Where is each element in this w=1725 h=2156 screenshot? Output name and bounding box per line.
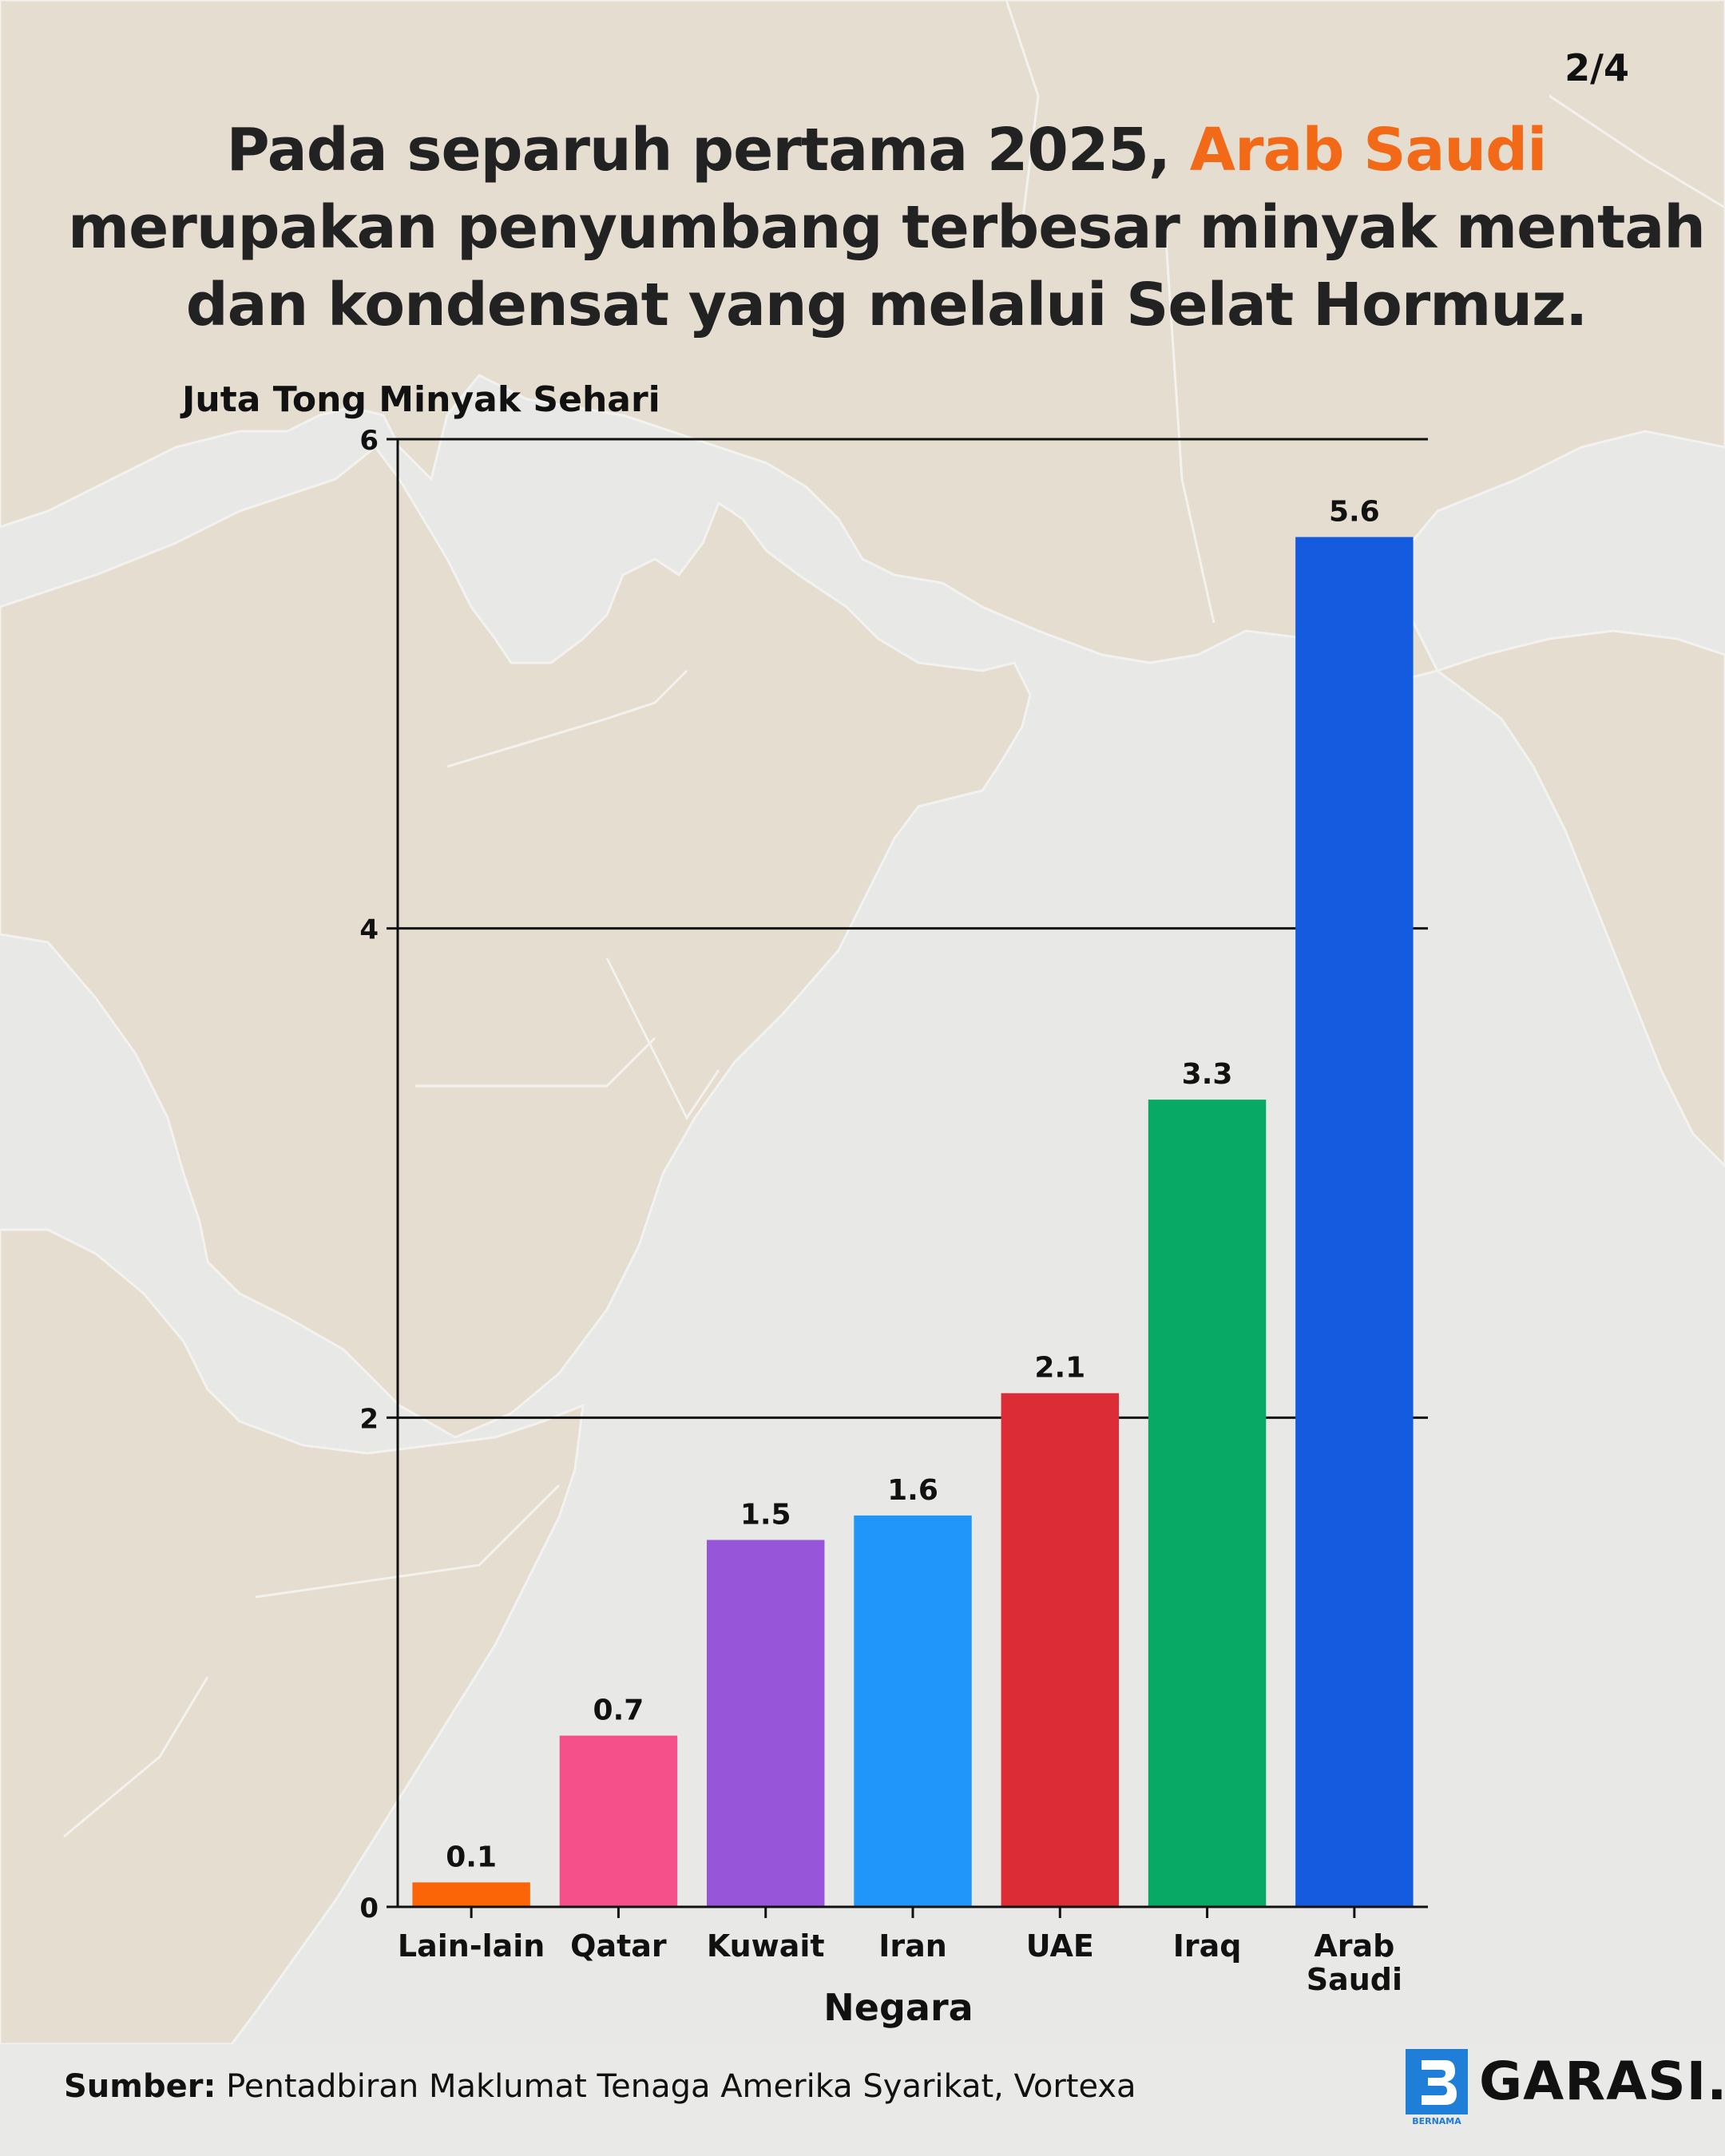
x-tick-label-6-0: Arab (1314, 1928, 1394, 1964)
headline: Pada separuh pertama 2025, Arab Saudi me… (48, 112, 1725, 344)
headline-line-1: Pada separuh pertama 2025, Arab Saudi (48, 112, 1725, 189)
x-tick-label-4: UAE (1026, 1928, 1094, 1964)
x-tick-label-2: Kuwait (707, 1928, 825, 1964)
map-land-africa (0, 1228, 585, 2044)
map-land-india (1434, 629, 1725, 1168)
x-tick-label-6-1: Saudi (1307, 1962, 1402, 1997)
brand-name: GARASI. (1479, 2051, 1725, 2112)
bar-3 (854, 1515, 972, 1907)
background-map (0, 0, 1725, 2044)
bar-4 (1001, 1393, 1119, 1907)
bar-value-label-3: 1.6 (887, 1474, 938, 1507)
source-note: Sumber: Pentadbiran Maklumat Tenaga Amer… (64, 2068, 1136, 2105)
source-text: Pentadbiran Maklumat Tenaga Amerika Syar… (216, 2068, 1136, 2105)
x-tick-label-5: Iraq (1173, 1928, 1242, 1964)
bar-value-label-1: 0.7 (593, 1694, 644, 1727)
y-tick-label-3: 6 (359, 425, 379, 457)
brand-logo: BERNAMA GARASI. (1406, 2049, 1725, 2129)
bar-value-label-5: 3.3 (1182, 1058, 1233, 1091)
bar-value-label-6: 5.6 (1329, 496, 1380, 529)
bernama-logo-icon (1406, 2049, 1468, 2114)
bar-5 (1148, 1100, 1267, 1907)
chart-bars: 0.1 0.7 1.5 1.6 2.1 3.3 5.6 (412, 496, 1414, 1907)
y-axis-label: Juta Tong Minyak Sehari (180, 379, 660, 420)
chart-y-ticks: 0 2 4 6 (359, 425, 398, 1924)
chart-gridlines (398, 438, 1428, 1419)
headline-line-3: dan kondensat yang melalui Selat Hormuz. (185, 271, 1588, 339)
y-tick-label-2: 4 (359, 914, 379, 946)
y-tick-label-0: 0 (359, 1892, 379, 1924)
bar-0 (412, 1882, 530, 1907)
page-indicator: 2/4 (1564, 46, 1629, 89)
brand-sub: BERNAMA (1412, 2116, 1461, 2126)
bar-1 (559, 1735, 678, 1907)
source-label: Sumber: (64, 2068, 216, 2105)
x-tick-label-3: Iran (878, 1928, 947, 1964)
bar-value-label-0: 0.1 (446, 1841, 497, 1873)
x-tick-label-1: Qatar (570, 1928, 667, 1964)
x-tick-label-0: Lain-lain (398, 1928, 545, 1964)
headline-highlight: Arab Saudi (1189, 116, 1548, 184)
bar-value-label-4: 2.1 (1034, 1352, 1085, 1385)
bar-value-label-2: 1.5 (740, 1499, 791, 1532)
bar-chart: 0.1 0.7 1.5 1.6 2.1 3.3 5.6 0 2 4 6 Lain-lain Qata… (180, 379, 1428, 2029)
bar-2 (707, 1540, 825, 1907)
headline-line-1-text: Pada separuh pertama 2025, (226, 116, 1190, 184)
headline-line-2: merupakan penyumbang terbesar minyak men… (68, 193, 1706, 262)
bar-6 (1295, 537, 1414, 1907)
x-axis-label: Negara (823, 1986, 973, 2029)
y-tick-label-1: 2 (359, 1403, 379, 1435)
map-land-arabia (0, 445, 1032, 1439)
